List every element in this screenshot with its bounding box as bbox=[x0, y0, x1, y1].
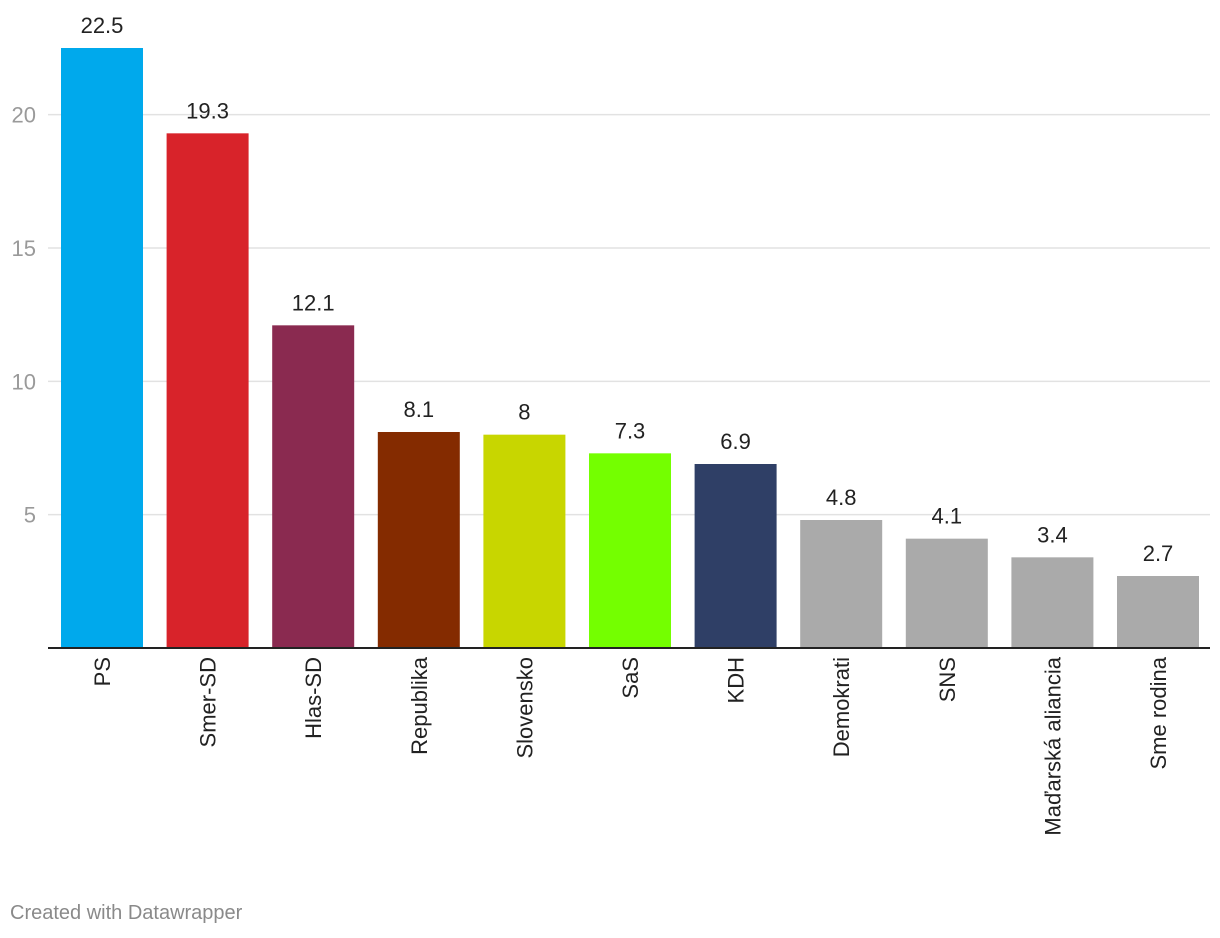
value-label: 4.1 bbox=[932, 504, 963, 529]
value-label: 2.7 bbox=[1143, 541, 1174, 566]
value-label: 3.4 bbox=[1037, 522, 1068, 547]
bar-sme-rodina bbox=[1117, 576, 1199, 648]
bar-republika bbox=[377, 432, 460, 648]
value-label: 4.8 bbox=[826, 485, 857, 510]
category-label: Republika bbox=[407, 656, 432, 755]
y-tick-label: 20 bbox=[12, 103, 36, 128]
y-tick-label: 5 bbox=[24, 503, 36, 528]
grid-layer: 5 10 15 20 bbox=[12, 103, 1210, 528]
bar-layer bbox=[61, 48, 1199, 649]
category-label: Sme rodina bbox=[1146, 656, 1171, 769]
label-layer: 22.5 PS 19.3 Smer-SD 12.1 Hlas-SD 8.1 Republika… bbox=[81, 13, 1174, 836]
value-label: 6.9 bbox=[720, 429, 751, 454]
value-label: 12.1 bbox=[292, 290, 335, 315]
datawrapper-credit: Created with Datawrapper bbox=[10, 902, 243, 924]
bar-sns bbox=[905, 538, 988, 648]
category-label: KDH bbox=[724, 657, 749, 703]
category-label: Hlas-SD bbox=[301, 657, 326, 739]
category-label: Demokrati bbox=[829, 657, 854, 757]
category-label: Maďarská aliancia bbox=[1040, 656, 1065, 835]
bar-smer-sd bbox=[166, 133, 249, 649]
bar-demokrati bbox=[800, 520, 883, 648]
category-label: PS bbox=[90, 657, 115, 686]
bar-kdh bbox=[694, 464, 777, 648]
category-label: SaS bbox=[618, 657, 643, 699]
value-label: 7.3 bbox=[615, 418, 646, 443]
category-label: Smer-SD bbox=[196, 657, 221, 747]
bar-slovensko bbox=[483, 434, 566, 648]
value-label: 8 bbox=[518, 400, 530, 425]
bar-sas bbox=[589, 453, 671, 648]
bar-ma-arsk-aliancia bbox=[1011, 557, 1094, 648]
value-label: 19.3 bbox=[186, 98, 229, 123]
value-label: 22.5 bbox=[81, 13, 124, 38]
category-label: Slovensko bbox=[512, 657, 537, 759]
category-label: SNS bbox=[935, 657, 960, 702]
bar-hlas-sd bbox=[272, 325, 355, 648]
y-tick-label: 10 bbox=[12, 369, 36, 394]
y-tick-label: 15 bbox=[12, 236, 36, 261]
bar-ps bbox=[61, 48, 143, 648]
value-label: 8.1 bbox=[404, 397, 435, 422]
